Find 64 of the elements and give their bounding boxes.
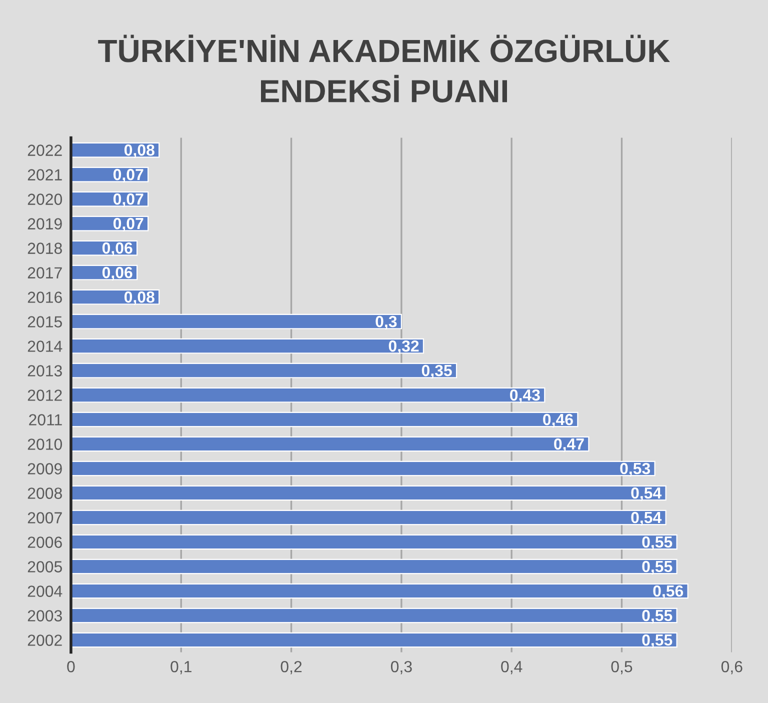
y-tick-label: 2016	[28, 292, 62, 303]
data-label: 0,08	[124, 144, 154, 158]
bar	[70, 412, 578, 428]
data-label: 0,35	[422, 364, 452, 379]
x-tick-label: 0	[67, 661, 75, 672]
bar	[70, 362, 458, 378]
y-tick-label: 2006	[28, 536, 62, 548]
y-tick-label: 2005	[28, 561, 62, 572]
y-tick-label: 2002	[28, 634, 62, 646]
data-label: 0,06	[102, 242, 132, 256]
bar	[70, 510, 666, 526]
bar	[70, 436, 590, 452]
y-tick-label: 2008	[28, 488, 62, 499]
data-label: 0,07	[113, 218, 144, 232]
bar	[70, 534, 678, 550]
data-label: 0,32	[388, 340, 419, 354]
bar	[70, 387, 546, 403]
data-label: 0,3	[376, 316, 397, 330]
x-tick-label: 0,6	[721, 661, 742, 674]
bar	[70, 485, 666, 501]
y-tick-label: 2018	[28, 242, 62, 254]
data-label: 0,54	[631, 512, 662, 526]
y-tick-label: 2013	[28, 365, 62, 376]
data-label: 0,55	[642, 610, 672, 624]
y-tick-label: 2012	[28, 390, 62, 401]
data-label: 0,55	[642, 634, 672, 648]
bar	[70, 558, 678, 574]
bar	[70, 583, 688, 599]
data-label: 0,43	[510, 389, 540, 404]
y-tick-label: 2003	[28, 610, 62, 622]
data-label: 0,56	[653, 585, 684, 599]
bar	[70, 608, 678, 624]
y-tick-label: 2015	[28, 316, 62, 328]
y-tick-label: 2011	[29, 414, 62, 426]
y-tick-label: 2009	[28, 463, 62, 474]
y-tick-label: 2014	[28, 340, 62, 352]
y-tick-label: 2017	[28, 267, 62, 278]
x-tick-label: 0,5	[611, 661, 632, 674]
x-tick-label: 0,3	[390, 661, 412, 674]
bar	[70, 338, 424, 354]
bar	[70, 314, 402, 330]
data-label: 0,07	[113, 168, 144, 183]
bar	[70, 460, 656, 476]
x-tick-label: 0,2	[280, 661, 302, 674]
x-tick-label: 0,1	[170, 661, 192, 674]
y-tick-label: 2010	[28, 438, 62, 450]
data-label: 0,55	[642, 536, 672, 550]
bar	[70, 632, 678, 648]
data-label: 0,46	[543, 414, 573, 428]
data-label: 0,53	[620, 462, 650, 476]
data-label: 0,55	[642, 560, 672, 574]
y-tick-label: 2022	[28, 144, 62, 156]
data-label: 0,47	[554, 438, 584, 452]
y-tick-label: 2004	[28, 586, 62, 597]
data-label: 0,06	[102, 266, 132, 281]
y-tick-label: 2020	[28, 194, 62, 205]
data-label: 0,07	[113, 193, 144, 208]
y-tick-label: 2019	[28, 218, 62, 230]
y-tick-label: 2007	[28, 512, 62, 524]
data-label: 0,54	[631, 487, 662, 501]
chart-title: TÜRKİYE'NİN AKADEMİK ÖZGÜRLÜK ENDEKSİ PUANI	[98, 34, 670, 102]
y-tick-label: 2021	[28, 169, 62, 180]
data-label: 0,08	[124, 291, 154, 306]
x-tick-label: 0,4	[501, 661, 522, 674]
